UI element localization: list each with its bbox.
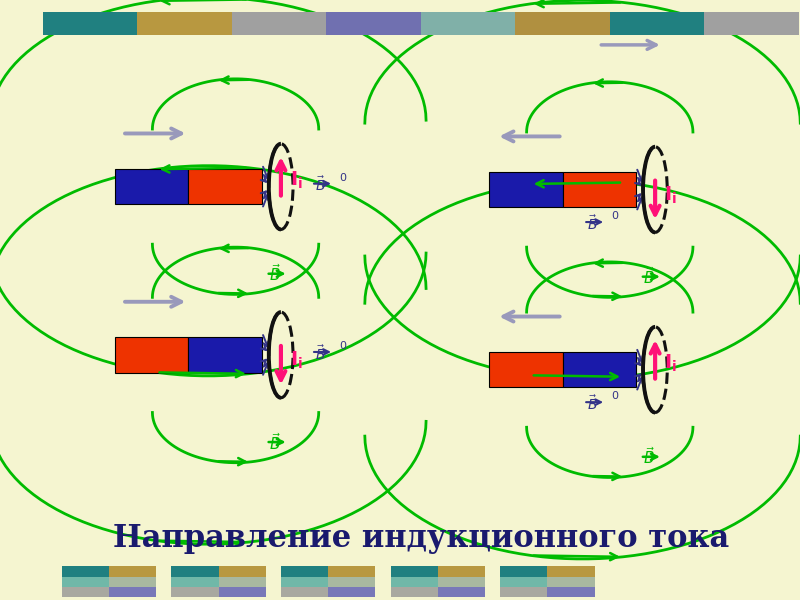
Text: $\vec{B}$: $\vec{B}$ xyxy=(587,214,598,233)
Bar xyxy=(547,577,594,587)
Text: $\mathbf{I_i}$: $\mathbf{I_i}$ xyxy=(290,350,303,371)
Bar xyxy=(62,587,109,597)
Bar xyxy=(281,587,328,597)
Bar xyxy=(438,577,485,587)
Bar xyxy=(562,172,636,207)
Text: $\mathbf{I_i}$: $\mathbf{I_i}$ xyxy=(664,185,677,206)
Bar xyxy=(62,577,109,587)
Bar xyxy=(138,13,232,35)
Text: 0: 0 xyxy=(339,173,346,183)
Text: $\vec{B}$: $\vec{B}$ xyxy=(315,344,326,362)
Text: $\vec{B}$: $\vec{B}$ xyxy=(269,263,281,284)
Bar xyxy=(171,587,218,597)
Bar xyxy=(62,566,109,577)
Text: $\mathbf{I_i}$: $\mathbf{I_i}$ xyxy=(290,170,303,191)
Bar xyxy=(610,13,704,35)
Text: $\vec{B}$: $\vec{B}$ xyxy=(643,446,655,467)
Bar xyxy=(500,566,547,577)
Text: 0: 0 xyxy=(611,391,618,401)
Text: $\vec{B}$: $\vec{B}$ xyxy=(587,394,598,413)
Bar xyxy=(188,169,262,205)
Bar xyxy=(171,577,218,587)
Bar xyxy=(188,337,262,373)
Bar xyxy=(500,577,547,587)
Text: $\vec{B}$: $\vec{B}$ xyxy=(643,266,655,287)
Bar xyxy=(109,577,156,587)
Text: 0: 0 xyxy=(339,341,346,351)
Bar xyxy=(281,577,328,587)
Bar xyxy=(109,587,156,597)
Bar xyxy=(390,566,438,577)
Bar xyxy=(500,587,547,597)
Bar xyxy=(515,13,610,35)
Bar xyxy=(326,13,421,35)
Bar xyxy=(281,566,328,577)
Bar xyxy=(390,587,438,597)
Bar xyxy=(390,577,438,587)
Bar xyxy=(438,587,485,597)
Bar xyxy=(421,13,515,35)
Bar xyxy=(562,352,636,388)
Bar xyxy=(704,13,798,35)
Bar xyxy=(328,587,375,597)
Text: $\mathbf{I_i}$: $\mathbf{I_i}$ xyxy=(664,353,677,374)
Bar xyxy=(547,587,594,597)
Text: Направление индукционного тока: Направление индукционного тока xyxy=(113,523,729,554)
Bar xyxy=(438,566,485,577)
Text: $\vec{B}$: $\vec{B}$ xyxy=(315,176,326,194)
Text: $\vec{B}$: $\vec{B}$ xyxy=(269,432,281,452)
Bar xyxy=(328,577,375,587)
Bar xyxy=(42,13,138,35)
Bar xyxy=(114,337,188,373)
Bar xyxy=(547,566,594,577)
Bar xyxy=(218,566,266,577)
Bar xyxy=(489,352,562,388)
Bar xyxy=(218,587,266,597)
Bar xyxy=(489,172,562,207)
Bar xyxy=(218,577,266,587)
Bar xyxy=(232,13,326,35)
Bar xyxy=(328,566,375,577)
Bar xyxy=(114,169,188,205)
Bar xyxy=(171,566,218,577)
Text: 0: 0 xyxy=(611,211,618,221)
Bar xyxy=(109,566,156,577)
